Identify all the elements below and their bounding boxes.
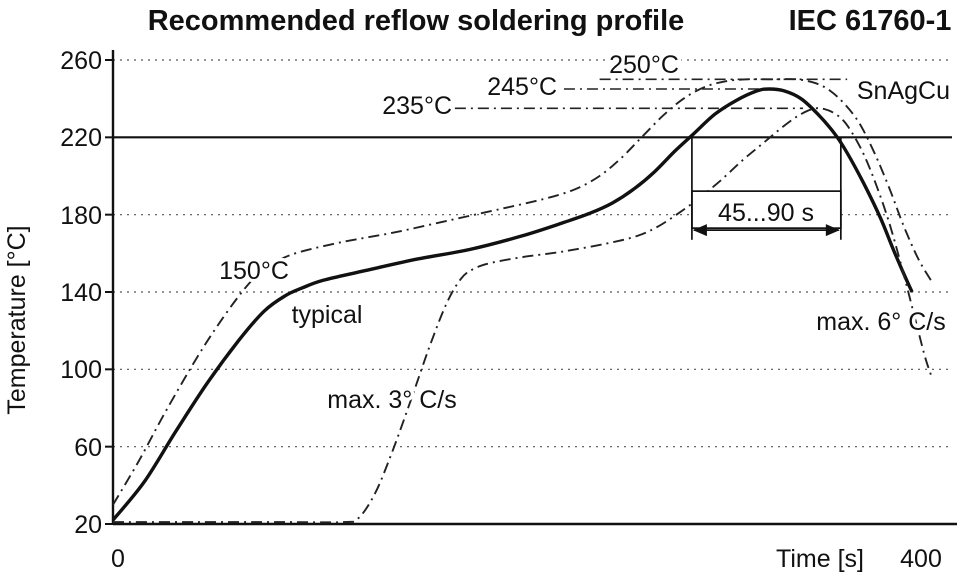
chart-title: Recommended reflow soldering profile [148,5,685,37]
guide-label-235c: 235°C [382,92,452,120]
curve-upper-limit [112,78,932,506]
x-axis-title: Time [s] [776,545,864,573]
typical-curve-label: typical [292,301,363,329]
curve-lower-limit [113,107,932,524]
window-arrowhead-left [692,224,707,237]
y-tick-label-60: 60 [74,434,102,462]
alloy-label: SnAgCu [857,77,950,105]
window-label-box [691,190,842,229]
y-tick-label-20: 20 [74,511,102,539]
y-tick-label-220: 220 [60,124,102,152]
standard-label: IEC 61760-1 [789,5,952,37]
max-ramp-down-label: max. 6° C/s [816,308,945,336]
y-tick-label-100: 100 [60,356,102,384]
window-arrowhead-right [825,224,840,237]
x-tick-label-0: 0 [111,545,125,573]
y-axis-title: Temperature [°C] [3,225,31,414]
y-tick-label-140: 140 [60,279,102,307]
guide-label-250c: 250°C [609,51,679,79]
y-tick-label-260: 260 [60,47,102,75]
x-tick-label-400: 400 [900,545,942,573]
labels-layer: Recommended reflow soldering profile IEC… [3,5,951,573]
chart-layer [105,50,957,526]
soak-temp-label: 150°C [219,257,289,285]
guide-label-245c: 245°C [487,73,557,101]
max-ramp-up-label: max. 3° C/s [327,386,456,414]
window-label: 45...90 s [718,199,814,227]
y-tick-label-180: 180 [60,202,102,230]
